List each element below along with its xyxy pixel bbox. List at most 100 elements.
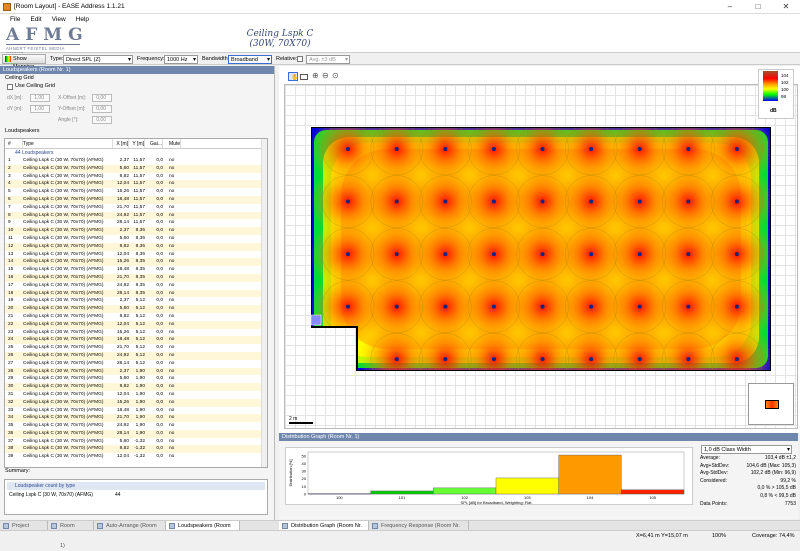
loudspeaker-marker[interactable] (346, 252, 350, 257)
loudspeaker-marker[interactable] (443, 147, 448, 151)
table-row[interactable]: 12 Ceiling Lspk C (30 W, 70x70) (AFMG) 8,8… (5, 242, 267, 251)
group-row[interactable]: 44 Loudspeakers (15, 150, 54, 156)
col-type[interactable]: Type (23, 139, 113, 148)
col-gain[interactable]: Gai... (145, 139, 163, 148)
table-row[interactable]: 18 Ceiling Lspk C (30 W, 70x70) (AFMG) 28,… (5, 289, 267, 298)
loudspeaker-marker[interactable] (491, 252, 496, 257)
summary-group[interactable]: Loudspeaker count by type (7, 482, 265, 490)
loudspeaker-marker[interactable] (637, 147, 642, 151)
class-width-select[interactable]: 1,0 dB Class Width (701, 445, 792, 454)
loudspeaker-marker[interactable] (734, 252, 739, 257)
rectangle-tool-icon[interactable] (300, 74, 308, 80)
table-row[interactable]: 34 Ceiling Lspk C (30 W, 70x70) (AFMG) 21,… (5, 414, 267, 423)
loudspeaker-marker[interactable] (589, 357, 594, 362)
menu-file[interactable]: File (10, 16, 21, 23)
col-number[interactable]: # (5, 139, 23, 148)
table-row[interactable]: 36 Ceiling Lspk C (30 W, 70x70) (AFMG) 28,… (5, 429, 267, 438)
loudspeaker-marker[interactable] (734, 304, 739, 309)
zoom-in-icon[interactable]: ⊕ (312, 71, 319, 80)
loudspeaker-marker[interactable] (734, 357, 739, 362)
loudspeaker-marker[interactable] (734, 147, 739, 151)
table-row[interactable]: 6 Ceiling Lspk C (30 W, 70x70) (AFMG) 18,4… (5, 195, 267, 204)
loudspeaker-marker[interactable] (443, 304, 448, 309)
loudspeaker-marker[interactable] (540, 199, 545, 204)
loudspeaker-marker[interactable] (540, 147, 545, 151)
loudspeaker-marker[interactable] (637, 199, 642, 204)
table-row[interactable]: 7 Ceiling Lspk C (30 W, 70x70) (AFMG) 21,7… (5, 204, 267, 212)
menu-edit[interactable]: Edit (30, 16, 42, 23)
table-row[interactable]: 14 Ceiling Lspk C (30 W, 70x70) (AFMG) 15,… (5, 258, 267, 267)
show-mapping-button[interactable]: Show Mapping (2, 54, 46, 70)
loudspeaker-marker[interactable] (589, 252, 594, 257)
loudspeaker-marker[interactable] (637, 252, 642, 257)
table-row[interactable]: 4 Ceiling Lspk C (30 W, 70x70) (AFMG) 12,0… (5, 180, 267, 189)
loudspeaker-marker[interactable] (394, 357, 399, 362)
dx-input[interactable]: 1,00 (30, 94, 50, 102)
room-marker[interactable] (311, 314, 322, 326)
table-row[interactable]: 2 Ceiling Lspk C (30 W, 70x70) (AFMG) 5,60… (5, 164, 267, 173)
loudspeaker-marker[interactable] (686, 147, 691, 151)
loudspeaker-marker[interactable] (589, 199, 594, 204)
loudspeaker-marker[interactable] (637, 357, 642, 362)
col-y[interactable]: Y [m] (129, 139, 145, 148)
zoom-out-icon[interactable]: ⊖ (322, 71, 329, 80)
table-row[interactable]: 16 Ceiling Lspk C (30 W, 70x70) (AFMG) 21,… (5, 273, 267, 282)
table-row[interactable]: 22 Ceiling Lspk C (30 W, 70x70) (AFMG) 12,… (5, 320, 267, 329)
relative-select[interactable]: Avg. ±3 dB (306, 54, 350, 64)
close-button[interactable]: ✕ (782, 2, 790, 11)
zoom-fit-icon[interactable]: ⊙ (332, 71, 339, 80)
pan-tool-icon[interactable]: ✋ (288, 72, 298, 81)
loudspeaker-marker[interactable] (686, 252, 691, 257)
menu-help[interactable]: Help (75, 16, 90, 23)
table-row[interactable]: 23 Ceiling Lspk C (30 W, 70x70) (AFMG) 15,… (5, 329, 267, 337)
loudspeaker-marker[interactable] (443, 357, 448, 362)
loudspeaker-marker[interactable] (491, 357, 496, 362)
table-row[interactable]: 11 Ceiling Lspk C (30 W, 70x70) (AFMG) 5,6… (5, 235, 267, 243)
table-row[interactable]: 17 Ceiling Lspk C (30 W, 70x70) (AFMG) 24,… (5, 282, 267, 290)
loudspeaker-marker[interactable] (346, 199, 350, 204)
loudspeaker-marker[interactable] (394, 199, 399, 204)
table-row[interactable]: 13 Ceiling Lspk C (30 W, 70x70) (AFMG) 12,… (5, 251, 267, 259)
angle-input[interactable]: 0,00 (92, 116, 112, 124)
relative-checkbox[interactable] (297, 56, 303, 62)
loudspeaker-marker[interactable] (686, 199, 691, 204)
loudspeaker-marker[interactable] (394, 147, 399, 151)
table-row[interactable]: 8 Ceiling Lspk C (30 W, 70x70) (AFMG) 24,9… (5, 211, 267, 220)
histogram-bar[interactable] (433, 487, 497, 495)
overview-map[interactable] (748, 383, 794, 425)
menu-view[interactable]: View (51, 16, 66, 23)
table-row[interactable]: 24 Ceiling Lspk C (30 W, 70x70) (AFMG) 18,… (5, 336, 267, 345)
minimize-button[interactable]: – (727, 2, 733, 11)
table-row[interactable]: 10 Ceiling Lspk C (30 W, 70x70) (AFMG) 2,3… (5, 227, 267, 235)
use-ceiling-grid-checkbox[interactable] (7, 84, 13, 90)
table-row[interactable]: 37 Ceiling Lspk C (30 W, 70x70) (AFMG) 5,6… (5, 438, 267, 446)
loudspeaker-marker[interactable] (443, 199, 448, 204)
dy-input[interactable]: 1,00 (30, 105, 50, 113)
loudspeaker-marker[interactable] (540, 252, 545, 257)
table-row[interactable]: 32 Ceiling Lspk C (30 W, 70x70) (AFMG) 15,… (5, 398, 267, 407)
loudspeaker-marker[interactable] (734, 199, 739, 204)
table-row[interactable]: 25 Ceiling Lspk C (30 W, 70x70) (AFMG) 21,… (5, 344, 267, 352)
table-row[interactable]: 1 Ceiling Lspk C (30 W, 70x70) (AFMG) 2,37… (5, 157, 267, 165)
histogram-bar[interactable] (495, 477, 559, 495)
histogram-bar[interactable] (370, 490, 434, 495)
table-row[interactable]: 9 Ceiling Lspk C (30 W, 70x70) (AFMG) 28,1… (5, 219, 267, 227)
table-row[interactable]: 33 Ceiling Lspk C (30 W, 70x70) (AFMG) 18,… (5, 407, 267, 415)
loudspeaker-marker[interactable] (346, 147, 350, 151)
loudspeaker-marker[interactable] (491, 304, 496, 309)
loudspeaker-marker[interactable] (540, 357, 545, 362)
y-offset-input[interactable]: 0,00 (92, 105, 112, 113)
loudspeaker-marker[interactable] (346, 304, 350, 309)
table-row[interactable]: 27 Ceiling Lspk C (30 W, 70x70) (AFMG) 28,… (5, 360, 267, 368)
spl-map[interactable] (311, 127, 771, 371)
histogram-bar[interactable] (621, 489, 685, 495)
table-row[interactable]: 31 Ceiling Lspk C (30 W, 70x70) (AFMG) 12,… (5, 391, 267, 399)
table-row[interactable]: 20 Ceiling Lspk C (30 W, 70x70) (AFMG) 5,6… (5, 305, 267, 313)
table-row[interactable]: 35 Ceiling Lspk C (30 W, 70x70) (AFMG) 24,… (5, 422, 267, 430)
loudspeaker-marker[interactable] (394, 252, 399, 257)
table-row[interactable]: 29 Ceiling Lspk C (30 W, 70x70) (AFMG) 5,6… (5, 375, 267, 383)
loudspeaker-marker[interactable] (491, 147, 496, 151)
bandwidth-select[interactable]: Broadband (228, 54, 272, 64)
x-offset-input[interactable]: 0,00 (92, 94, 112, 102)
table-row[interactable]: 21 Ceiling Lspk C (30 W, 70x70) (AFMG) 8,8… (5, 313, 267, 321)
